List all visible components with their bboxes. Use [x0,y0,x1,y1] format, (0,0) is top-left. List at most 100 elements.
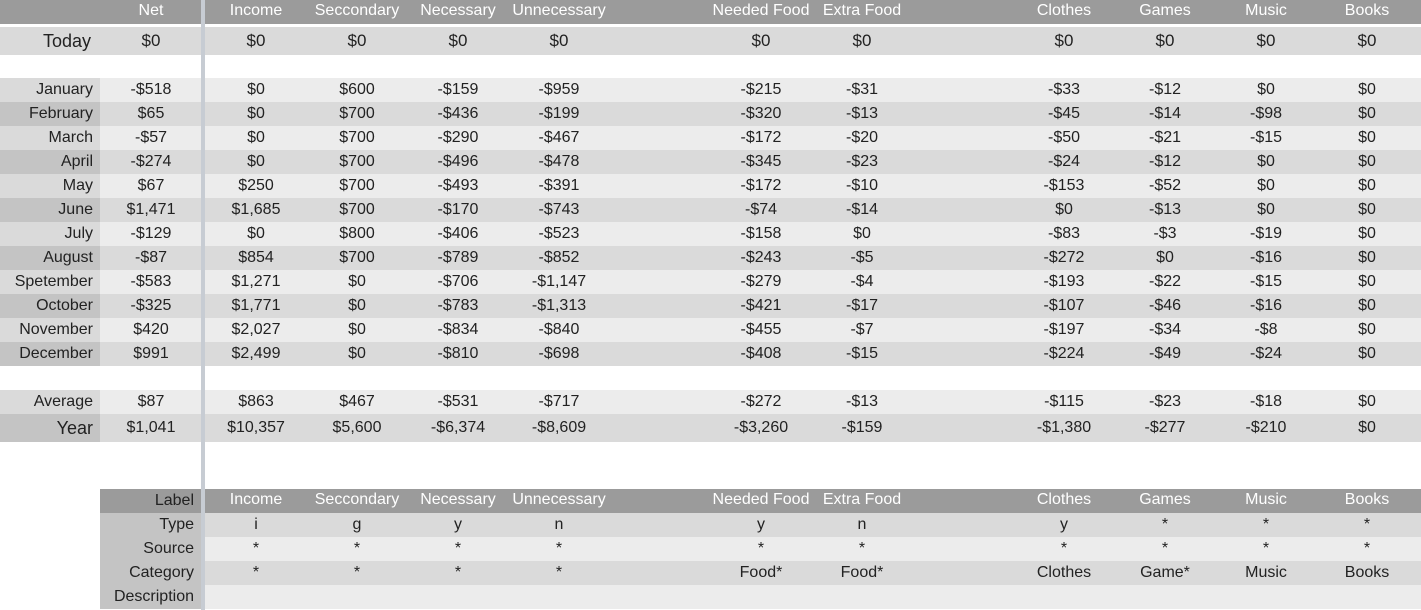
config-source-clothes[interactable]: * [1060,540,1068,557]
config-label-unnecessary[interactable]: Unnecessary [512,491,606,508]
config-type-seccondary[interactable]: g [352,516,362,533]
month-income[interactable]: $0 [247,225,265,242]
config-description-necessary[interactable] [410,585,506,609]
month-needed-food[interactable]: -$158 [740,225,782,242]
month-books[interactable]: $0 [1358,297,1376,314]
config-category-clothes[interactable]: Clothes [1036,564,1092,581]
year-seccondary[interactable]: $5,600 [332,419,382,436]
average-income[interactable]: $863 [238,393,274,410]
config-description-music[interactable] [1218,585,1314,609]
month-unnecessary[interactable]: -$523 [538,225,580,242]
month-extra-food[interactable]: -$4 [850,273,874,290]
column-header-unnecessary[interactable]: Unnecessary [512,2,606,19]
month-books[interactable]: $0 [1358,225,1376,242]
config-source-books[interactable]: * [1363,540,1371,557]
month-music[interactable]: $0 [1257,81,1275,98]
month-books[interactable]: $0 [1358,129,1376,146]
today-seccondary[interactable]: $0 [347,31,367,50]
month-extra-food[interactable]: -$14 [845,201,879,218]
config-description-seccondary[interactable] [309,585,405,609]
year-music[interactable]: -$210 [1245,419,1287,436]
month-unnecessary[interactable]: -$959 [538,81,580,98]
config-label-extra-food[interactable]: Extra Food [822,491,902,508]
month-clothes[interactable]: -$50 [1047,129,1081,146]
month-books[interactable]: $0 [1358,201,1376,218]
month-necessary[interactable]: -$493 [437,177,479,194]
month-books[interactable]: $0 [1358,81,1376,98]
average-clothes[interactable]: -$115 [1044,393,1084,410]
config-type-music[interactable]: * [1262,516,1270,533]
month-unnecessary[interactable]: -$1,147 [531,273,587,290]
config-source-needed-food[interactable]: * [757,540,765,557]
config-type-books[interactable]: * [1363,516,1371,533]
column-header-seccondary[interactable]: Seccondary [314,2,400,19]
column-header-games[interactable]: Games [1139,2,1191,19]
month-extra-food[interactable]: -$31 [845,81,879,98]
month-games[interactable]: -$12 [1148,153,1182,170]
month-extra-food[interactable]: -$15 [845,345,879,362]
month-unnecessary[interactable]: -$199 [538,105,580,122]
month-necessary[interactable]: -$159 [437,81,479,98]
column-header-needed-food[interactable]: Needed Food [712,2,810,19]
today-clothes[interactable]: $0 [1054,31,1074,50]
month-income[interactable]: $1,271 [231,273,281,290]
month-necessary[interactable]: -$706 [437,273,479,290]
month-clothes[interactable]: -$153 [1043,177,1085,194]
today-games[interactable]: $0 [1155,31,1175,50]
month-seccondary[interactable]: $700 [339,129,375,146]
column-header-extra-food[interactable]: Extra Food [822,2,902,19]
month-necessary[interactable]: -$834 [437,321,479,338]
month-games[interactable]: -$49 [1148,345,1182,362]
month-needed-food[interactable]: -$455 [740,321,782,338]
config-label-books[interactable]: Books [1344,491,1390,508]
month-net[interactable]: -$87 [134,249,168,266]
config-source-extra-food[interactable]: * [858,540,866,557]
average-books[interactable]: $0 [1358,393,1376,410]
month-net[interactable]: $67 [137,177,165,194]
column-header-clothes[interactable]: Clothes [1036,2,1092,19]
month-income[interactable]: $854 [238,249,274,266]
average-seccondary[interactable]: $467 [339,393,375,410]
config-label-games[interactable]: Games [1139,491,1191,508]
year-income[interactable]: $10,357 [227,419,285,436]
config-source-seccondary[interactable]: * [353,540,361,557]
month-games[interactable]: -$13 [1148,201,1182,218]
month-music[interactable]: -$15 [1249,273,1283,290]
month-income[interactable]: $0 [247,129,265,146]
year-net[interactable]: $1,041 [126,419,176,436]
month-income[interactable]: $0 [247,153,265,170]
today-extra-food[interactable]: $0 [852,31,872,50]
month-clothes[interactable]: -$83 [1047,225,1081,242]
month-music[interactable]: $0 [1257,201,1275,218]
month-seccondary[interactable]: $0 [348,345,366,362]
config-category-income[interactable]: * [252,564,260,581]
month-extra-food[interactable]: -$5 [850,249,874,266]
average-necessary[interactable]: -$531 [437,393,479,410]
month-income[interactable]: $250 [238,177,274,194]
config-label-music[interactable]: Music [1245,491,1287,508]
config-category-unnecessary[interactable]: * [555,564,563,581]
month-extra-food[interactable]: -$10 [845,177,879,194]
average-needed-food[interactable]: -$272 [740,393,782,410]
average-net[interactable]: $87 [137,393,165,410]
month-seccondary[interactable]: $700 [339,249,375,266]
month-income[interactable]: $2,027 [231,321,281,338]
config-source-music[interactable]: * [1262,540,1270,557]
config-type-extra-food[interactable]: n [857,516,867,533]
month-extra-food[interactable]: -$13 [845,105,879,122]
month-unnecessary[interactable]: -$1,313 [531,297,587,314]
month-seccondary[interactable]: $800 [339,225,375,242]
month-net[interactable]: -$325 [130,297,172,314]
month-seccondary[interactable]: $700 [339,201,375,218]
month-income[interactable]: $2,499 [231,345,281,362]
month-seccondary[interactable]: $700 [339,105,375,122]
month-unnecessary[interactable]: -$852 [538,249,580,266]
month-games[interactable]: -$22 [1148,273,1182,290]
config-category-books[interactable]: Books [1344,564,1390,581]
month-unnecessary[interactable]: -$391 [538,177,580,194]
config-type-clothes[interactable]: y [1060,516,1068,533]
month-needed-food[interactable]: -$172 [740,177,782,194]
month-income[interactable]: $0 [247,105,265,122]
month-games[interactable]: -$3 [1153,225,1177,242]
month-seccondary[interactable]: $0 [348,297,366,314]
